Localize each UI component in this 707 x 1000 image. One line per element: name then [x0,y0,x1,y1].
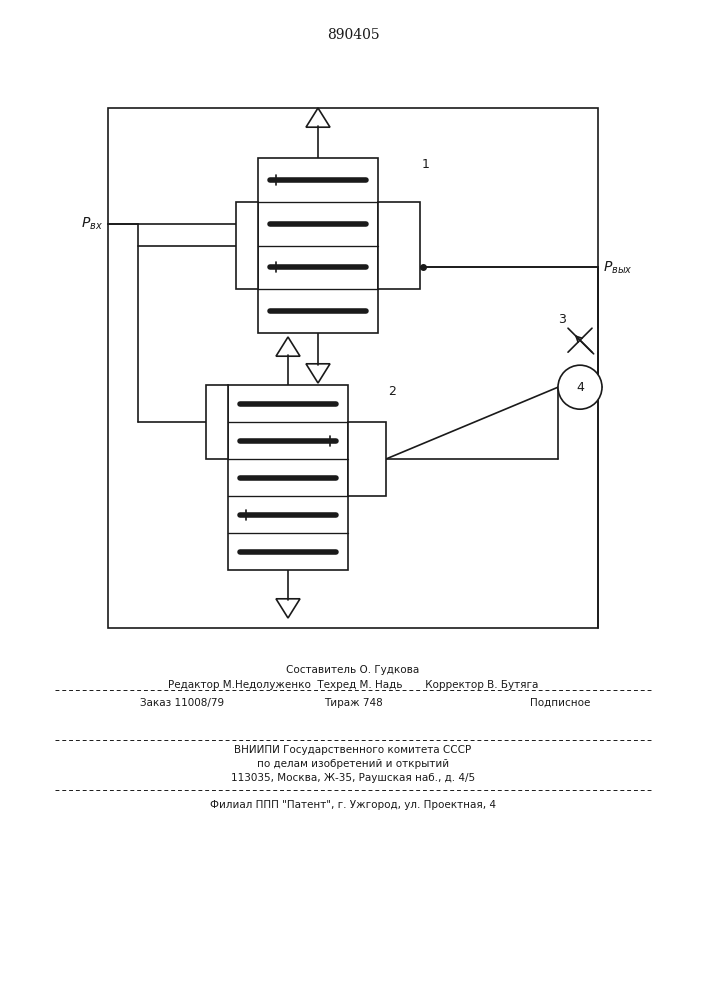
Text: Заказ 11008/79: Заказ 11008/79 [140,698,224,708]
Text: Составитель О. Гудкова: Составитель О. Гудкова [286,665,420,675]
Text: $P_{вых}$: $P_{вых}$ [603,259,633,276]
Text: 4: 4 [576,381,584,394]
Text: 2: 2 [388,385,396,398]
Bar [228,385,348,570]
Bar [258,158,378,333]
Text: 1: 1 [422,158,430,171]
Text: ВНИИПИ Государственного комитета СССР: ВНИИПИ Государственного комитета СССР [235,745,472,755]
Bar [108,108,598,628]
Text: $P_{вх}$: $P_{вх}$ [81,215,103,232]
Text: Тираж 748: Тираж 748 [324,698,382,708]
Text: 3: 3 [558,313,566,326]
Circle shape [558,365,602,409]
Bar [206,385,228,459]
Bar [236,202,258,289]
Bar [378,202,420,289]
Text: Подписное: Подписное [530,698,590,708]
Text: Филиал ППП "Патент", г. Ужгород, ул. Проектная, 4: Филиал ППП "Патент", г. Ужгород, ул. Про… [210,800,496,810]
Text: 113035, Москва, Ж-35, Раушская наб., д. 4/5: 113035, Москва, Ж-35, Раушская наб., д. … [231,773,475,783]
Text: Редактор М.Недолуженко  Техред М. Надь       Корректор В. Бутяга: Редактор М.Недолуженко Техред М. Надь Ко… [168,680,538,690]
Text: 890405: 890405 [327,28,380,42]
Text: по делам изобретений и открытий: по делам изобретений и открытий [257,759,449,769]
Bar [348,422,386,496]
